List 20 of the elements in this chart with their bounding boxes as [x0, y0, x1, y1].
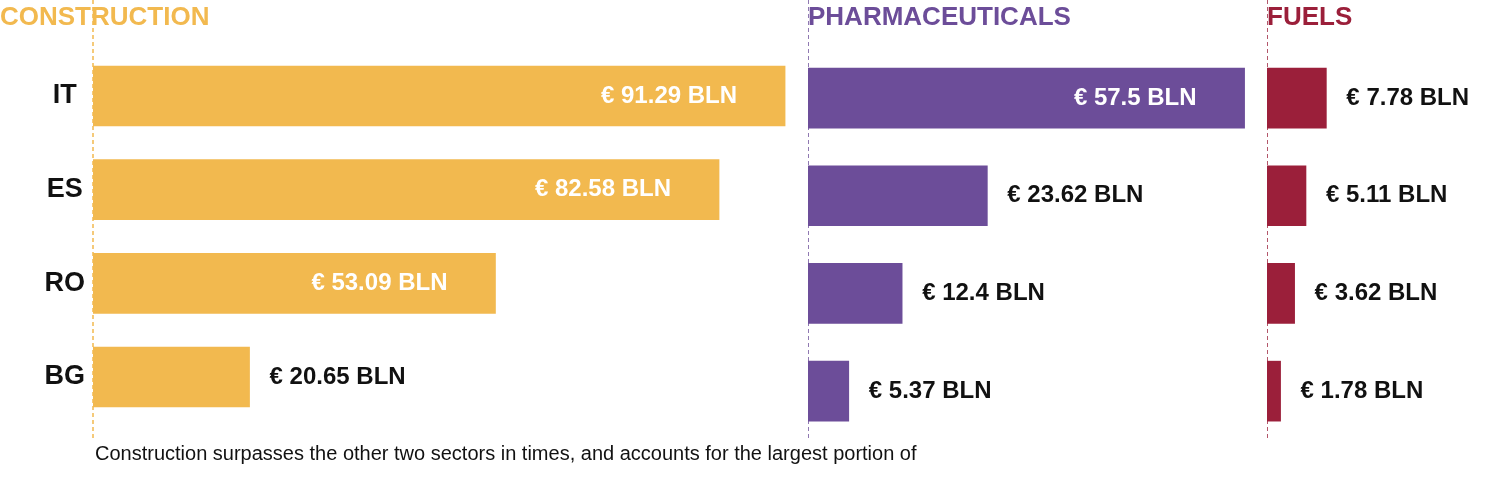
y-tick-label: BG [44, 360, 85, 391]
data-label: € 5.11 BLN [1325, 180, 1448, 208]
data-label: € 91.29 BLN [601, 80, 738, 108]
data-label: € 20.65 BLN [269, 361, 406, 389]
chart-title: CONSTRUCTION [0, 0, 210, 31]
chart-title: FUELS [1267, 0, 1353, 31]
data-label: € 23.62 BLN [1007, 180, 1144, 208]
y-tick-label: RO [44, 266, 85, 297]
data-label: € 5.37 BLN [868, 375, 992, 403]
data-label: € 57.5 BLN [1073, 82, 1197, 110]
data-label: € 3.62 BLN [1314, 278, 1438, 306]
data-label: € 12.4 BLN [922, 278, 1045, 306]
data-label: € 1.78 BLN [1300, 375, 1424, 403]
data-label: € 7.78 BLN [1346, 82, 1470, 110]
data-label: € 53.09 BLN [311, 267, 448, 295]
y-tick-label: IT [52, 79, 78, 110]
data-label: € 82.58 BLN [534, 174, 672, 202]
y-tick-label: ES [46, 173, 83, 204]
text: Construction surpasses the other two sectors in times, and accounts for the largest portion of [95, 442, 918, 465]
chart-title: PHARMACEUTICALS [808, 0, 1071, 31]
